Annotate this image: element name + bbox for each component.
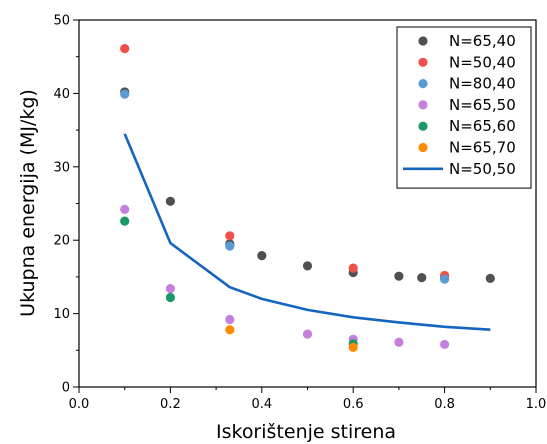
data-point-3 — [302, 329, 313, 339]
data-point-0 — [394, 271, 404, 281]
y-tick-label: 0 — [62, 381, 70, 396]
x-tick-label: 0.4 — [251, 397, 272, 412]
y-axis-label: Ukupna energija (MJ/kg) — [17, 89, 39, 317]
legend-swatch — [418, 142, 428, 153]
data-point-2 — [225, 241, 235, 251]
data-point-0 — [302, 261, 313, 271]
data-point-5 — [348, 342, 358, 352]
series-line-6 — [123, 133, 491, 331]
legend-label: N=80,40 — [449, 75, 516, 93]
data-point-3 — [394, 337, 404, 347]
legend-label: N=65,70 — [449, 139, 516, 157]
data-point-1 — [225, 231, 235, 241]
data-point-0 — [165, 196, 175, 206]
data-point-0 — [257, 251, 267, 261]
legend-label: N=50,50 — [449, 160, 516, 178]
x-axis-label: Iskorištenje stirena — [216, 421, 396, 443]
data-point-2 — [440, 274, 450, 284]
data-point-2 — [120, 89, 130, 99]
legend-label: N=65,40 — [449, 32, 516, 50]
data-point-1 — [348, 263, 358, 273]
data-point-3 — [120, 204, 130, 214]
legend-swatch — [418, 36, 428, 46]
x-tick-label: 0.6 — [343, 397, 364, 412]
data-point-0 — [417, 273, 427, 283]
x-tick-label: 0.0 — [69, 397, 90, 412]
data-point-5 — [225, 325, 235, 335]
y-tick-label: 30 — [53, 160, 70, 175]
x-tick-label: 1.0 — [526, 397, 547, 412]
y-tick-label: 40 — [53, 87, 70, 102]
data-point-3 — [225, 314, 235, 325]
legend-swatch — [418, 121, 428, 131]
x-tick-label: 0.2 — [160, 397, 181, 412]
legend-swatch — [418, 57, 428, 67]
y-tick-label: 50 — [53, 14, 70, 29]
data-point-0 — [485, 273, 495, 283]
legend-label: N=65,60 — [449, 117, 516, 135]
legend-label: N=50,40 — [449, 53, 516, 71]
data-point-1 — [120, 44, 130, 54]
data-point-3 — [440, 339, 450, 350]
legend-label: N=65,50 — [449, 96, 516, 114]
legend-swatch — [418, 100, 428, 110]
data-point-4 — [120, 216, 130, 226]
legend-swatch — [418, 79, 428, 89]
y-tick-label: 10 — [53, 307, 70, 322]
x-tick-label: 0.8 — [434, 397, 455, 412]
data-point-3 — [165, 284, 175, 294]
y-tick-label: 20 — [53, 234, 70, 249]
data-point-4 — [165, 292, 175, 303]
